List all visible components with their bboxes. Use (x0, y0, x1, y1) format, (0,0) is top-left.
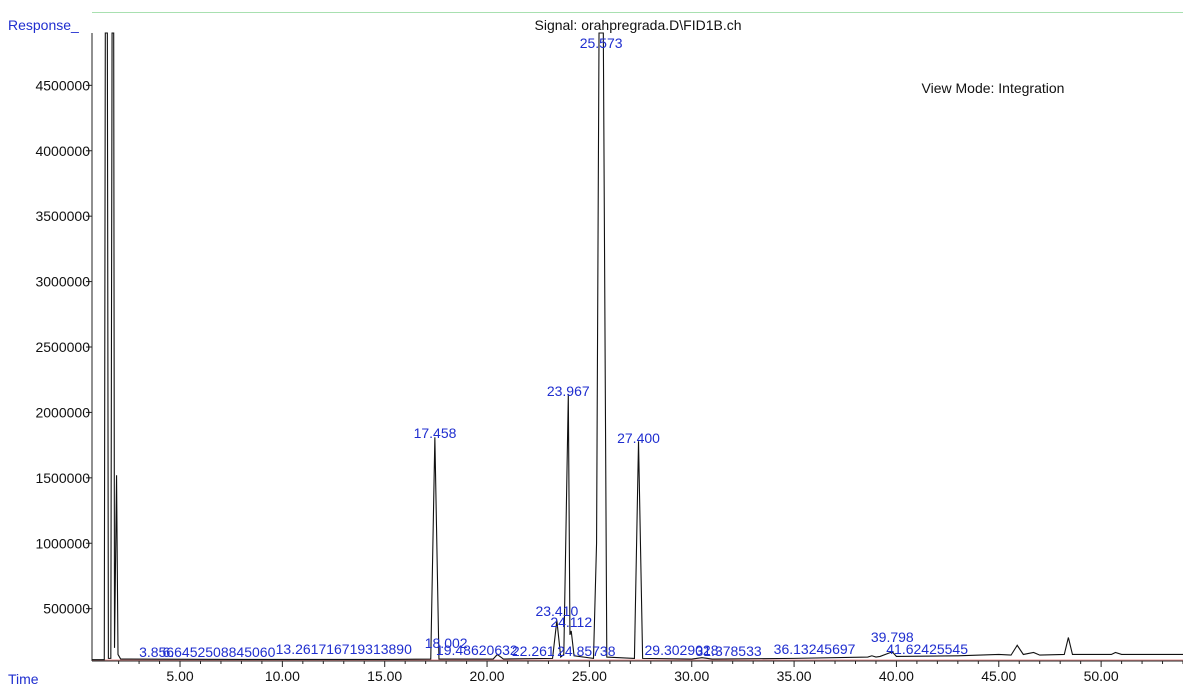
y-ticks-group: 500000 1000000 1500000 2000000 2500000 300000… (35, 77, 92, 617)
y-tick-label: 3500000 (35, 208, 90, 224)
x-tick-label: 30.00 (674, 668, 709, 684)
x-tick-label: 40.00 (879, 668, 914, 684)
signal-title: Signal: orahpregrada.D\FID1B.ch (535, 17, 742, 33)
peak-label: 23.410 (535, 603, 578, 619)
peak-label: 19.48620632 (436, 642, 518, 658)
x-tick-label: 35.00 (777, 668, 812, 684)
peak-label: 24.112 (550, 614, 592, 630)
view-mode-annotation: View Mode: Integration (922, 80, 1065, 96)
x-tick-label: 50.00 (1084, 668, 1119, 684)
peak-label: 36.13245697 (774, 641, 856, 657)
peak-label: 29.3029028 (645, 642, 719, 658)
x-axis-title: Time (8, 671, 39, 684)
x-tick-label: 15.00 (367, 668, 402, 684)
y-tick-label: 1000000 (35, 535, 90, 551)
peak-label: 25.573 (580, 35, 623, 51)
y-tick-label: 4500000 (35, 77, 90, 93)
peak-label: 22.261 (512, 643, 555, 659)
signal-trace-line (92, 32, 1183, 661)
y-axis-title: Response_ (8, 17, 79, 33)
y-tick-label: 500000 (43, 601, 90, 617)
peak-label: 6.6452508845060 (162, 644, 275, 660)
peak-label: 27.400 (617, 430, 660, 446)
peak-label: 13.261716719313890 (276, 641, 412, 657)
y-tick-label: 3000000 (35, 274, 90, 290)
peak-label: 24.85738 (557, 643, 616, 659)
peak-label: 23.967 (547, 383, 590, 399)
x-tick-label: 20.00 (470, 668, 505, 684)
peak-label: 17.458 (414, 425, 457, 441)
peak-label: 3.856 (139, 644, 174, 660)
peak-label: 41.62425545 (886, 641, 968, 657)
peak-label: 18.002 (425, 635, 468, 651)
peak-label: 31.378533 (695, 643, 761, 659)
x-ticks-group: 5.00 10.00 15.00 20.00 25.00 30.00 35.00 40.00 4… (118, 661, 1183, 684)
y-tick-label: 4000000 (35, 143, 90, 159)
y-tick-label: 2000000 (35, 404, 90, 420)
peak-label: 39.798 (871, 629, 914, 645)
x-tick-label: 10.00 (265, 668, 300, 684)
y-tick-label: 1500000 (35, 470, 90, 486)
y-tick-label: 2500000 (35, 339, 90, 355)
x-tick-label: 5.00 (166, 668, 193, 684)
top-border-line (92, 12, 1183, 13)
x-tick-label: 45.00 (981, 668, 1016, 684)
x-tick-label: 25.00 (572, 668, 607, 684)
